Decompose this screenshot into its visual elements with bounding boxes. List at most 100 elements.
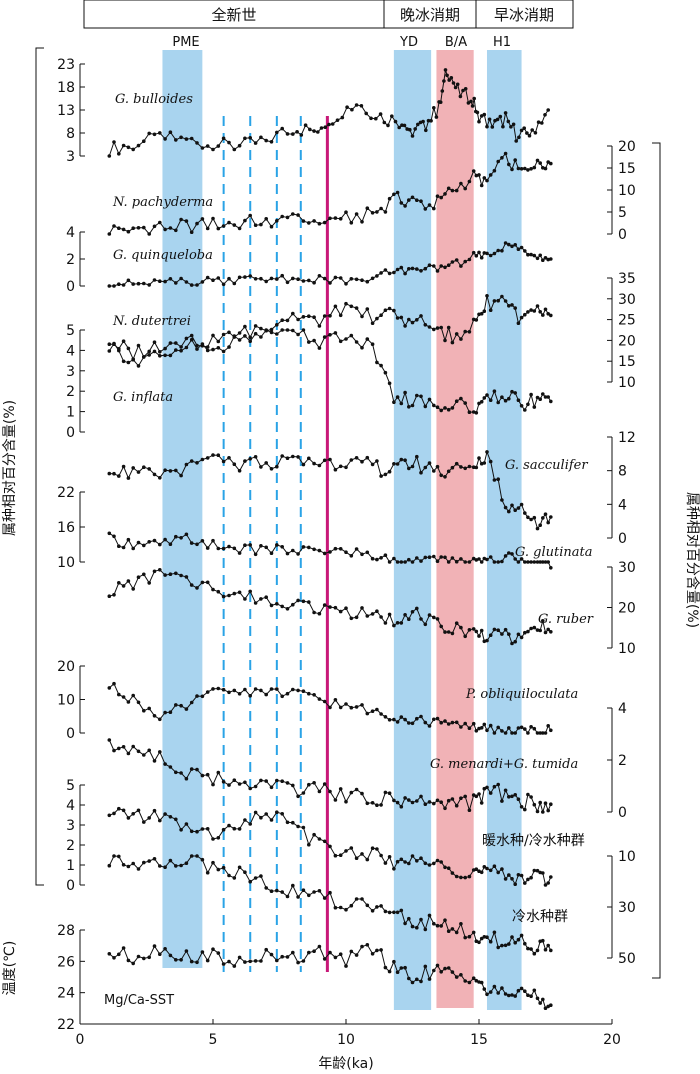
data-point bbox=[232, 223, 237, 227]
data-point bbox=[485, 992, 489, 997]
data-point bbox=[454, 621, 459, 625]
data-point bbox=[472, 96, 477, 101]
data-point bbox=[415, 267, 419, 271]
data-point bbox=[179, 348, 183, 353]
y-tick-label: 2 bbox=[66, 384, 75, 400]
series-12 bbox=[107, 854, 553, 956]
data-point bbox=[477, 312, 481, 317]
series-8 bbox=[107, 568, 553, 646]
data-point bbox=[323, 125, 328, 129]
data-point bbox=[415, 393, 419, 398]
data-point bbox=[407, 557, 411, 562]
data-point bbox=[158, 131, 162, 135]
data-point bbox=[126, 816, 131, 820]
data-point bbox=[285, 456, 290, 461]
data-point bbox=[379, 904, 383, 908]
data-point bbox=[546, 160, 550, 164]
data-point bbox=[419, 979, 423, 984]
data-point bbox=[301, 599, 306, 604]
data-point bbox=[454, 258, 459, 262]
data-point bbox=[107, 284, 112, 288]
data-point bbox=[383, 621, 388, 625]
data-point bbox=[446, 866, 451, 870]
data-point bbox=[328, 550, 332, 554]
data-point bbox=[147, 353, 151, 357]
data-point bbox=[317, 274, 322, 278]
data-point bbox=[541, 619, 545, 623]
y-tick-label: 22 bbox=[57, 1017, 75, 1033]
data-point bbox=[349, 903, 354, 908]
data-point bbox=[395, 190, 400, 195]
data-point bbox=[487, 117, 492, 122]
data-point bbox=[232, 462, 237, 467]
data-point bbox=[131, 282, 135, 286]
data-point bbox=[365, 614, 370, 618]
data-point bbox=[264, 461, 269, 465]
data-point bbox=[142, 572, 146, 577]
data-point bbox=[446, 966, 451, 970]
data-point bbox=[546, 520, 550, 525]
data-point bbox=[399, 621, 404, 625]
data-point bbox=[107, 686, 112, 690]
data-point bbox=[269, 818, 274, 822]
data-point bbox=[312, 461, 316, 466]
x-tick-label: 5 bbox=[209, 1032, 218, 1048]
data-point bbox=[189, 283, 194, 287]
data-point bbox=[211, 453, 215, 457]
data-point bbox=[168, 815, 173, 819]
data-point bbox=[253, 277, 258, 281]
label-mgca-sst: Mg/Ca-SST bbox=[104, 993, 174, 1008]
y-tick-label: 25 bbox=[618, 313, 636, 329]
data-point bbox=[333, 853, 338, 858]
data-point bbox=[485, 638, 489, 643]
data-point bbox=[393, 119, 398, 124]
data-point bbox=[322, 782, 327, 786]
data-point bbox=[121, 359, 126, 364]
data-point bbox=[549, 728, 553, 733]
data-point bbox=[107, 232, 112, 236]
data-point bbox=[174, 341, 178, 345]
data-point bbox=[529, 626, 533, 631]
data-point bbox=[485, 450, 489, 454]
data-point bbox=[344, 702, 348, 706]
data-point bbox=[423, 207, 428, 211]
data-point bbox=[523, 941, 527, 946]
data-point bbox=[237, 955, 242, 960]
data-point bbox=[221, 780, 226, 784]
data-point bbox=[365, 903, 370, 908]
data-point bbox=[370, 211, 375, 215]
data-point bbox=[200, 694, 205, 699]
data-point bbox=[152, 944, 157, 948]
y-axis-series-4: 10 15 20 25 30 35 bbox=[607, 271, 636, 391]
data-point bbox=[179, 958, 183, 962]
data-point bbox=[543, 1006, 548, 1010]
data-point bbox=[269, 603, 274, 608]
y-tick-label: 5 bbox=[66, 323, 75, 339]
data-point bbox=[152, 132, 157, 137]
data-point bbox=[477, 456, 481, 460]
data-point bbox=[516, 321, 521, 326]
data-point bbox=[328, 457, 332, 462]
data-point bbox=[516, 560, 521, 564]
data-point bbox=[370, 909, 375, 913]
series-3 bbox=[107, 241, 553, 288]
data-point bbox=[399, 908, 404, 913]
data-point bbox=[264, 279, 269, 284]
data-point bbox=[338, 609, 343, 614]
data-point bbox=[467, 874, 472, 879]
data-point bbox=[136, 364, 141, 368]
data-point bbox=[232, 334, 237, 338]
data-point bbox=[312, 832, 316, 837]
data-point bbox=[269, 551, 274, 555]
data-point bbox=[526, 560, 530, 564]
data-point bbox=[500, 294, 504, 299]
data-point bbox=[543, 166, 548, 171]
data-point bbox=[482, 112, 487, 117]
data-point bbox=[419, 394, 423, 399]
data-point bbox=[253, 601, 258, 605]
data-point bbox=[291, 276, 295, 281]
data-point bbox=[291, 883, 295, 888]
data-point bbox=[510, 303, 514, 307]
data-point bbox=[227, 276, 231, 281]
data-point bbox=[496, 159, 501, 164]
